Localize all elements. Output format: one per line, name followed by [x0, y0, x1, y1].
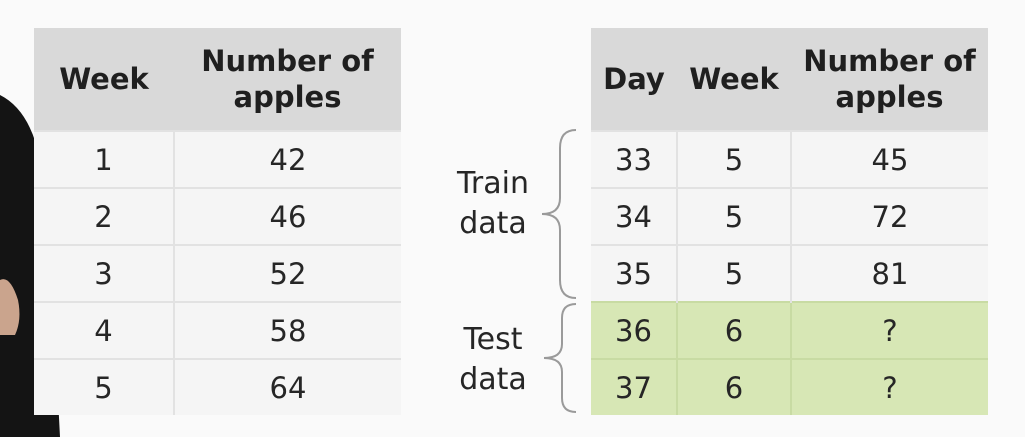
train-data-label: Train data — [457, 166, 529, 241]
day-cell: 37 — [591, 358, 677, 415]
week-cell: 5 — [676, 130, 791, 188]
apples-header: Number of apples — [791, 28, 988, 131]
apples-cell: 58 — [173, 301, 401, 359]
day-cell: 34 — [591, 187, 677, 245]
test-row: 36 6 ? — [591, 301, 988, 359]
day-cell: 36 — [591, 301, 677, 359]
week-cell: 1 — [34, 130, 174, 188]
table-row: 1 42 — [34, 130, 401, 188]
weekly-apples-table: Week Number of apples 1 42 2 46 3 52 4 5… — [34, 28, 401, 415]
test-brace-icon — [543, 303, 577, 413]
table-row: 5 64 — [34, 358, 401, 415]
table-row: 2 46 — [34, 187, 401, 245]
apples-header: Number of apples — [174, 28, 401, 131]
table-row: 4 58 — [34, 301, 401, 359]
week-cell: 6 — [676, 358, 791, 415]
table-row: 34 5 72 — [591, 187, 988, 245]
apples-cell: 46 — [173, 187, 401, 245]
table-header-row: Week Number of apples — [34, 28, 401, 131]
test-data-label: Test data — [459, 322, 527, 397]
apples-cell: 72 — [790, 187, 988, 245]
week-header: Week — [677, 28, 791, 131]
week-cell: 5 — [34, 358, 174, 415]
week-cell: 5 — [676, 187, 791, 245]
week-cell: 4 — [34, 301, 174, 359]
apples-cell: 45 — [790, 130, 988, 188]
apples-cell: ? — [790, 358, 988, 415]
day-header: Day — [591, 28, 677, 131]
train-brace-icon — [541, 129, 577, 299]
test-row: 37 6 ? — [591, 358, 988, 415]
week-header: Week — [34, 28, 174, 131]
daily-apples-table: Day Week Number of apples 33 5 45 34 5 7… — [591, 28, 988, 415]
week-cell: 3 — [34, 244, 174, 302]
apples-cell: 64 — [173, 358, 401, 415]
table-row: 33 5 45 — [591, 130, 988, 188]
week-cell: 5 — [676, 244, 791, 302]
table-row: 3 52 — [34, 244, 401, 302]
day-cell: 35 — [591, 244, 677, 302]
apples-cell: 52 — [173, 244, 401, 302]
week-cell: 2 — [34, 187, 174, 245]
table-header-row: Day Week Number of apples — [591, 28, 988, 131]
apples-cell: ? — [790, 301, 988, 359]
week-cell: 6 — [676, 301, 791, 359]
day-cell: 33 — [591, 130, 677, 188]
apples-cell: 42 — [173, 130, 401, 188]
apples-cell: 81 — [790, 244, 988, 302]
table-row: 35 5 81 — [591, 244, 988, 302]
